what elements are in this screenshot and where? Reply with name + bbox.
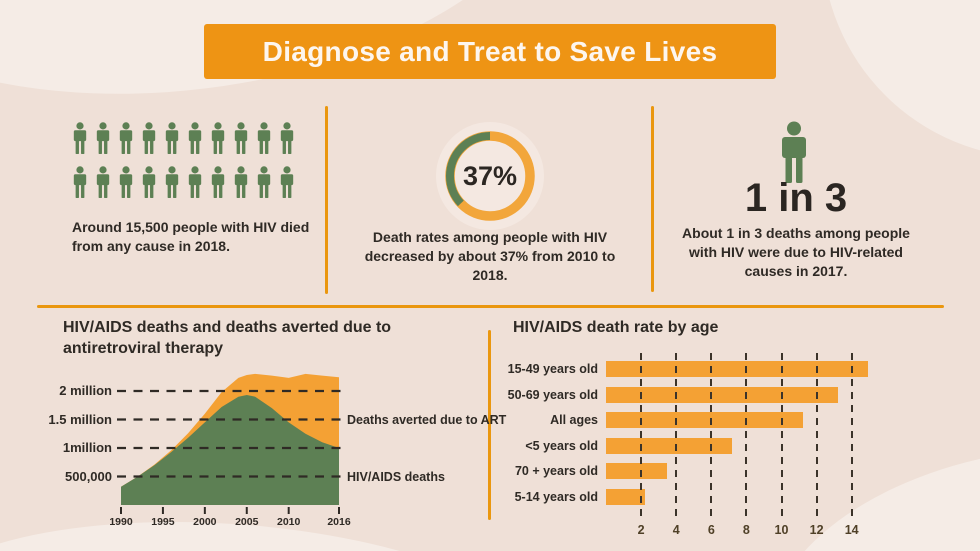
area-chart-title: HIV/AIDS deaths and deaths averted due t… [63,319,392,357]
bar-tick-label: 8 [742,523,750,537]
person-icon [139,166,159,199]
person-glyph [257,166,271,198]
person-glyph [188,166,202,198]
bar-gridline [815,353,818,522]
person-icon [70,122,90,155]
y-axis-label: 500,000 [65,468,112,484]
bar-gridline [850,353,853,522]
x-tick-label: 2010 [277,516,301,528]
person-glyph [280,166,294,198]
bar-gridline [745,353,748,522]
stat-rate-caption: Death rates among people with HIV decrea… [364,229,616,284]
bar-gridline [640,353,643,522]
person-icon [93,166,113,199]
bar-tick-label: 12 [809,523,824,537]
x-tick-label: 2016 [327,516,351,528]
person-icon [777,120,811,186]
person-icon [254,122,274,155]
horizontal-divider [37,305,944,308]
bar-label: 5-14 years old [514,489,598,504]
person-icon [116,122,136,155]
one-in-three-label: 1 in 3 [744,176,848,220]
person-glyph [73,166,87,198]
person-icon [277,166,297,199]
bar-tick-label: 6 [707,523,715,537]
person-icon [185,122,205,155]
person-glyph [119,122,133,154]
person-glyph [73,122,87,154]
person-glyph [96,122,110,154]
bar-label: <5 years old [525,438,598,453]
people-grid [70,122,310,199]
person-icon [162,122,182,155]
person-icon [277,122,297,155]
person-glyph [211,122,225,154]
person-icon [254,166,274,199]
bar-tick-label: 2 [637,523,645,537]
bar-tick-label: 10 [774,523,789,537]
bar [606,463,668,479]
x-tick-label: 1990 [109,516,133,528]
bar-gridline [675,353,678,522]
person-glyph [234,166,248,198]
series-label-deaths: HIV/AIDS deaths [347,470,445,484]
person-glyph [96,166,110,198]
y-axis-label: 1million [62,440,112,455]
bar-tick-label: 14 [844,523,859,537]
bar-gridline [780,353,783,522]
x-tick-label: 2005 [235,516,259,528]
stat-divider-2 [651,106,654,292]
person-glyph [119,166,133,198]
person-glyph [211,166,225,198]
person-icon [231,166,251,199]
person-glyph [782,121,806,183]
person-icon [162,166,182,199]
person-icon [231,122,251,155]
person-glyph [142,122,156,154]
person-glyph [165,122,179,154]
y-axis-label: 1.5 million [48,411,112,427]
donut-chart [436,122,544,230]
person-icon [208,122,228,155]
person-glyph [257,122,271,154]
bar [606,386,838,403]
person-icon [93,122,113,155]
page-title: Diagnose and Treat to Save Lives [262,35,718,67]
person-glyph [234,122,248,154]
person-glyph [280,122,294,154]
bar [606,412,803,428]
person-icon [139,122,159,155]
person-glyph [165,166,179,198]
series-label-averted: Deaths averted due to ART [347,413,507,427]
person-icon [185,166,205,199]
donut-percent-wrap: 37% [430,116,550,236]
bar-tick-label: 4 [672,523,680,537]
bar [606,361,868,377]
bar-chart-title: HIV/AIDS death rate by age [513,319,719,336]
bar [606,437,733,454]
bar-gridline [710,353,713,522]
bar-label: All ages [550,413,598,427]
person-glyph [142,166,156,198]
x-tick-label: 2000 [193,516,217,528]
person-icon [116,166,136,199]
stat-one-in-three-caption: About 1 in 3 deaths among people with HI… [682,225,910,280]
person-icon [70,166,90,199]
person-icon [208,166,228,199]
title-banner: Diagnose and Treat to Save Lives [204,24,776,79]
stat-deaths-caption: Around 15,500 people with HIV died from … [72,219,310,255]
bar [606,488,645,505]
person-glyph [188,122,202,154]
y-axis-label: 2 million [59,383,112,398]
donut-percent-label: 37% [462,160,518,191]
bar-label: 70 + years old [514,464,598,478]
bar-label: 15-49 years old [507,362,598,376]
x-tick-label: 1995 [151,516,175,528]
donut-arc-green [446,132,534,220]
chart-divider [488,330,491,520]
stat-divider-1 [325,106,328,294]
bar-label: 50-69 years old [507,387,598,402]
